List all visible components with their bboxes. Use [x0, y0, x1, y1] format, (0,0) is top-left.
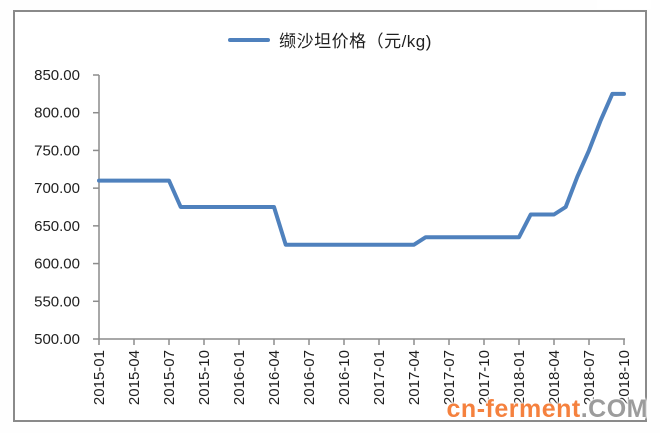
x-axis-label: 2017-10 [476, 350, 493, 405]
x-axis-label: 2016-10 [336, 350, 353, 405]
x-axis-label: 2015-07 [161, 350, 178, 405]
x-axis-label: 2018-10 [616, 350, 633, 405]
y-axis-label: 700.00 [34, 180, 80, 197]
x-axis-label: 2018-07 [581, 350, 598, 405]
white-patch-artifact [597, 0, 651, 9]
x-axis-label: 2018-01 [511, 350, 528, 405]
watermark: cn-ferment.COM [447, 395, 648, 424]
x-axis-label: 2016-07 [301, 350, 318, 405]
legend-label: 缬沙坦价格（元/kg) [279, 32, 432, 51]
watermark-gray-text: .COM [580, 395, 648, 423]
x-axis-label: 2015-04 [126, 350, 143, 405]
x-axis-label: 2016-01 [231, 350, 248, 405]
x-axis-label: 2017-07 [441, 350, 458, 405]
y-axis-label: 600.00 [34, 256, 80, 273]
x-axis-label: 2018-04 [546, 350, 563, 405]
y-axis-label: 650.00 [34, 218, 80, 235]
legend: 缬沙坦价格（元/kg) [0, 27, 660, 52]
price-series-line [97, 91, 626, 247]
y-axis-label: 800.00 [34, 105, 80, 122]
y-axis-label: 550.00 [34, 293, 80, 310]
y-axis-label: 850.00 [34, 67, 80, 84]
x-axis-label: 2015-01 [91, 350, 108, 405]
x-axis-label: 2017-01 [371, 350, 388, 405]
x-axis-label: 2016-04 [266, 350, 283, 405]
x-axis-label: 2015-10 [196, 350, 213, 405]
x-axis-label: 2017-04 [406, 350, 423, 405]
legend-line-marker [228, 37, 271, 42]
y-axis-label: 750.00 [34, 142, 80, 159]
y-axis-label: 500.00 [34, 331, 80, 348]
watermark-orange-text: cn-ferment [446, 395, 581, 423]
